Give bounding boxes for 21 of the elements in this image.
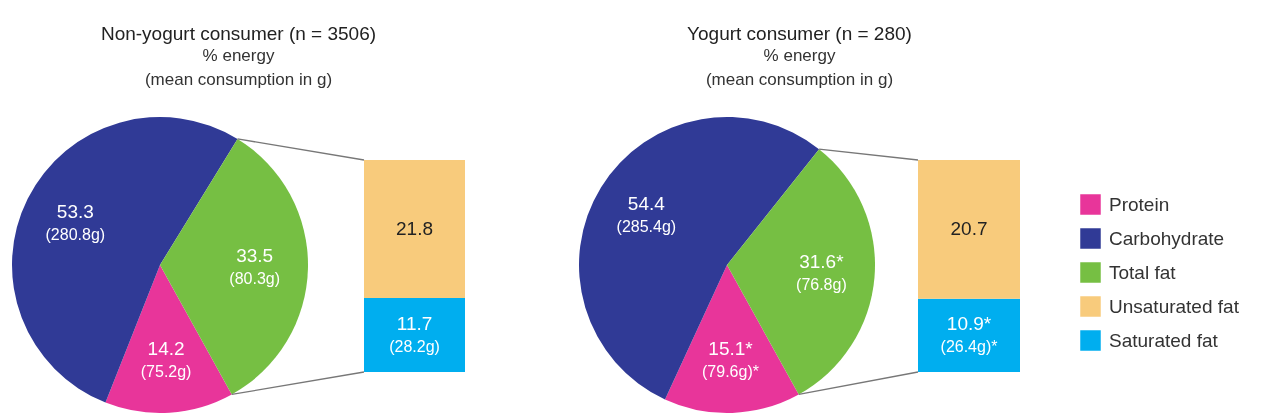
chart-subtitle: % energy (mean consumption in g) <box>144 46 333 89</box>
pie-slice <box>105 265 232 413</box>
chart-title: Yogurt consumer (n = 280) <box>687 23 912 44</box>
pie-slice <box>665 265 799 413</box>
legend-label: Carbohydrate <box>1109 227 1225 249</box>
legend-label: Saturated fat <box>1109 329 1219 351</box>
chart-subtitle: % energy (mean consumption in g) <box>705 46 894 89</box>
legend-label: Total fat <box>1109 261 1177 283</box>
text: 31.6* (76.8g) <box>796 250 847 293</box>
data-label: 11.7 (28.2g) <box>389 312 440 355</box>
chart-title: Non-yogurt consumer (n = 3506) <box>100 23 377 44</box>
text: 15.1* (79.6g)* <box>702 337 759 380</box>
legend-label: Unsaturated fat <box>1109 295 1240 317</box>
text: 53.3 (280.8g) <box>45 200 106 243</box>
legend-label: Protein <box>1109 193 1170 215</box>
data-label: 20.7 <box>950 218 988 240</box>
text: 33.5 (80.3g) <box>229 245 281 288</box>
text: 54.4 (285.4g) <box>616 193 677 236</box>
data-label: 10.9* (26.4g)* <box>940 313 998 356</box>
data-label: 21.8 <box>396 217 433 239</box>
text: 14.2 (75.2g) <box>140 337 192 380</box>
